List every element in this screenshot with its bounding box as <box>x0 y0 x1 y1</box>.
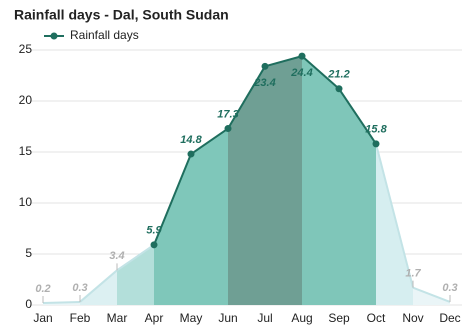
marker <box>372 140 380 148</box>
area-segment <box>302 56 339 306</box>
chart-title: Rainfall days - Dal, South Sudan <box>14 7 229 23</box>
value-label: 21.2 <box>327 69 349 81</box>
area-segment <box>376 143 413 305</box>
value-label: 15.8 <box>365 124 387 136</box>
value-label: 5.9 <box>146 225 162 237</box>
marker <box>224 125 232 133</box>
line-segment <box>227 65 266 130</box>
x-tick-label: Sep <box>328 311 350 325</box>
y-tick-label: 20 <box>19 93 33 107</box>
x-tick-label: Apr <box>145 311 164 325</box>
line-segment <box>153 153 192 246</box>
x-tick-label: Mar <box>107 311 128 325</box>
value-label: 3.4 <box>109 250 124 262</box>
line-segment <box>116 243 155 272</box>
y-tick-label: 15 <box>19 144 33 158</box>
value-label: 1.7 <box>405 268 421 280</box>
x-tick-label: Jun <box>218 311 237 325</box>
x-tick-label: Jan <box>33 311 52 325</box>
line-segment <box>190 127 229 155</box>
y-tick-label: 0 <box>25 297 32 311</box>
area-segment <box>154 154 191 305</box>
x-tick-label: Jul <box>257 311 272 325</box>
x-tick-label: Nov <box>402 311 423 325</box>
line-segment <box>375 143 414 288</box>
line-segment <box>301 55 340 90</box>
value-label: 14.8 <box>180 134 202 146</box>
value-label: 0.3 <box>442 282 457 294</box>
x-tick-label: Dec <box>439 311 460 325</box>
line-segment <box>412 286 451 303</box>
line-segment <box>79 269 118 303</box>
marker <box>335 85 343 93</box>
area-segment <box>265 56 302 306</box>
area-segment <box>191 128 228 305</box>
y-tick-label: 25 <box>19 42 33 56</box>
marker <box>298 52 306 60</box>
marker <box>150 241 158 249</box>
value-label: 17.3 <box>217 108 238 120</box>
area-segment <box>228 66 265 305</box>
x-tick-label: Feb <box>70 311 91 325</box>
legend-label: Rainfall days <box>70 28 139 42</box>
value-label: 0.3 <box>72 282 87 294</box>
line-segment <box>42 300 81 304</box>
value-label: 0.2 <box>35 283 50 295</box>
line-segment <box>264 55 303 68</box>
line-segment <box>338 88 377 145</box>
x-tick-label: May <box>180 311 203 325</box>
x-tick-label: Aug <box>291 311 312 325</box>
marker <box>261 62 269 70</box>
x-tick-label: Oct <box>367 311 386 325</box>
value-label: 24.4 <box>290 67 312 79</box>
legend-marker <box>50 32 58 40</box>
marker <box>187 150 195 158</box>
area-segment <box>339 88 376 305</box>
y-tick-label: 5 <box>25 246 32 260</box>
value-label: 23.4 <box>253 77 275 89</box>
y-tick-label: 10 <box>19 195 33 209</box>
area-segment <box>117 244 154 305</box>
